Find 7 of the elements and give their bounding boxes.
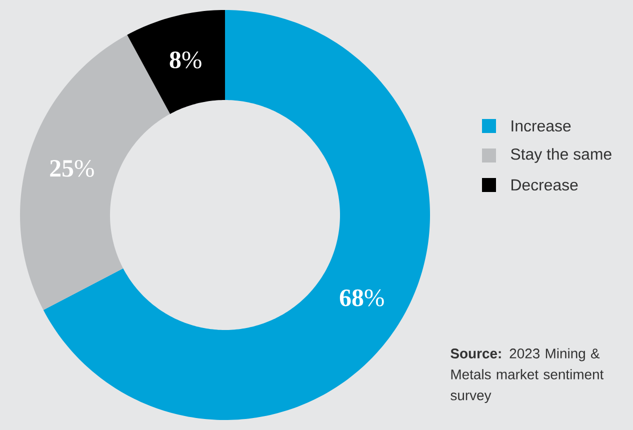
data-label: 25% [50,160,94,177]
text: Source: 2023 Mining & Metals market sentiment survey [450,348,604,404]
legend-label: Increase [512,120,571,132]
data-label: 8% [170,51,202,68]
legend-label: Decrease [512,179,578,191]
data-label: 68% [340,289,384,306]
legend-label: Stay the same [510,148,612,163]
